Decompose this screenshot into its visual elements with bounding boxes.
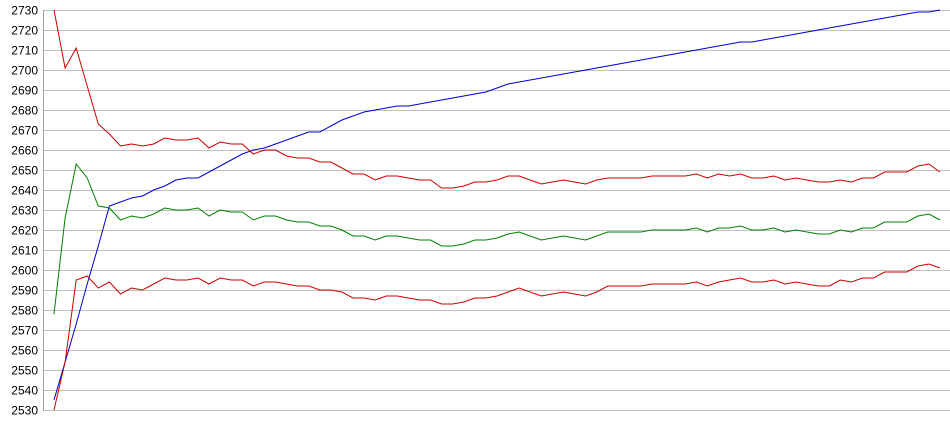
y-tick-label: 2600 <box>11 264 38 278</box>
y-axis-tick-labels: 2530 2540 2550 2560 2570 2580 2590 2600 2610 2620… <box>11 4 38 418</box>
series-line-2 <box>53 9 941 189</box>
y-tick-label: 2590 <box>11 284 38 298</box>
y-tick-label: 2580 <box>11 304 38 318</box>
y-tick-label: 2660 <box>11 144 38 158</box>
y-tick-label: 2690 <box>11 84 38 98</box>
y-tick-label: 2560 <box>11 344 38 358</box>
series-lines <box>53 9 941 411</box>
y-tick-label: 2640 <box>11 184 38 198</box>
y-tick-label: 2570 <box>11 324 38 338</box>
gridlines <box>43 10 950 411</box>
y-tick-label: 2670 <box>11 124 38 138</box>
y-tick-label: 2730 <box>11 4 38 18</box>
series-line-1 <box>53 9 941 401</box>
series-line-4 <box>53 263 941 411</box>
y-tick-label: 2680 <box>11 104 38 118</box>
y-tick-label: 2650 <box>11 164 38 178</box>
y-tick-label: 2620 <box>11 224 38 238</box>
y-tick-label: 2720 <box>11 24 38 38</box>
y-tick-label: 2630 <box>11 204 38 218</box>
y-tick-label: 2700 <box>11 64 38 78</box>
y-tick-label: 2710 <box>11 44 38 58</box>
y-tick-label: 2530 <box>11 404 38 418</box>
y-tick-label: 2610 <box>11 244 38 258</box>
series-line-3 <box>53 162 941 315</box>
y-tick-label: 2550 <box>11 364 38 378</box>
y-tick-label: 2540 <box>11 384 38 398</box>
